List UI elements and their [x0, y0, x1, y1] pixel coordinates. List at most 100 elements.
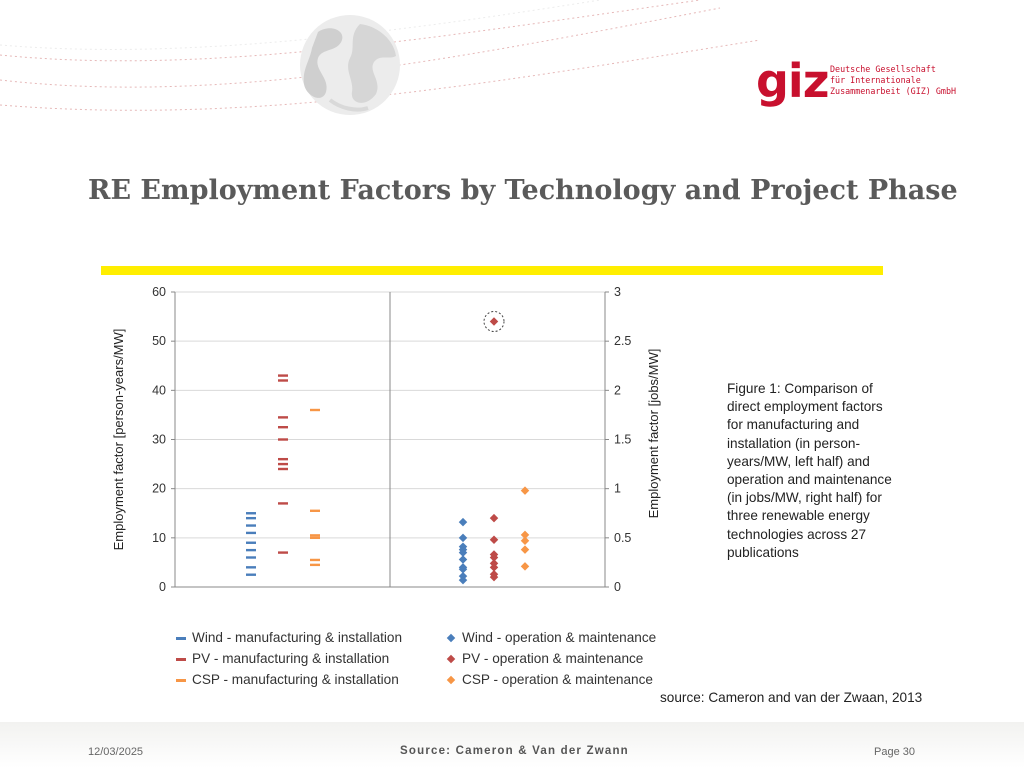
- y-axis-label-right: Employment factor [jobs/MW]: [646, 349, 661, 519]
- employment-factor-chart: 0 10 20 30 40 50 60 0 0.5 1 1.5 2 2.5 3 Employment fac…: [111, 285, 661, 594]
- data-point-dash: [278, 462, 288, 466]
- data-point-diamond: [458, 555, 468, 564]
- data-point-dash: [278, 374, 288, 377]
- data-point-dash: [310, 536, 320, 540]
- legend-marker: [176, 636, 186, 640]
- caption-line: Figure 1: Comparison of: [727, 381, 873, 396]
- caption-line: years/MW, left half) and: [727, 453, 870, 469]
- caption-line: three renewable energy: [727, 508, 870, 524]
- data-point-dash: [278, 467, 288, 471]
- data-point-dash: [278, 551, 288, 554]
- caption-line: operation and maintenance: [727, 472, 892, 488]
- legend-marker: [176, 678, 186, 682]
- data-point-diamond: [489, 535, 499, 545]
- legend-label: PV - operation & maintenance: [462, 651, 644, 666]
- legend-item-csp-manufacturing: CSP - manufacturing & installation: [176, 670, 399, 690]
- data-point-diamond: [489, 559, 499, 568]
- caption-line: installation (in person-: [727, 435, 860, 451]
- data-point-dash: [246, 531, 256, 535]
- chart-legend: Wind - manufacturing & installation PV -…: [176, 628, 736, 690]
- left-tick-label: 30: [152, 433, 166, 447]
- left-tick-label: 60: [152, 285, 166, 299]
- caption-line: direct employment factors: [727, 399, 883, 415]
- legend-marker: [446, 634, 456, 643]
- data-point-dash: [310, 509, 320, 512]
- data-point-dash: [246, 573, 256, 576]
- y-axis-label-left: Employment factor [person-years/MW]: [111, 329, 126, 551]
- legend-marker: [446, 655, 456, 664]
- header-decoration: [0, 0, 761, 115]
- legend-item-csp-operation: CSP - operation & maintenance: [446, 670, 653, 690]
- data-point-dash: [246, 512, 256, 515]
- data-point-dash: [278, 379, 288, 382]
- page-number: Page 30: [874, 746, 915, 758]
- left-tick-label: 40: [152, 383, 166, 397]
- data-point-dash: [278, 457, 288, 461]
- data-point-diamond: [458, 533, 468, 543]
- data-point-dash: [310, 558, 320, 562]
- right-tick-label: 2.5: [614, 334, 631, 348]
- globe-icon: [300, 15, 400, 115]
- footer-source: Source: Cameron & Van der Zwann: [400, 745, 629, 757]
- legend-item-pv-operation: PV - operation & maintenance: [446, 649, 643, 669]
- caption-line: for manufacturing and: [727, 417, 860, 433]
- caption-line: technologies across 27: [727, 526, 867, 542]
- right-tick-label: 2: [614, 383, 621, 397]
- left-tick-label: 0: [159, 580, 166, 594]
- right-tick-label: 0.5: [614, 531, 631, 545]
- legend-marker: [176, 657, 186, 661]
- data-point-dash: [310, 408, 320, 412]
- data-point-diamond: [489, 550, 499, 559]
- data-point-dash: [246, 566, 256, 569]
- left-tick-label: 20: [152, 482, 166, 496]
- data-point-diamond: [458, 571, 468, 581]
- figure-caption: Figure 1: Comparison of direct employmen…: [727, 380, 927, 562]
- right-tick-label: 0: [614, 580, 621, 594]
- legend-label: Wind - manufacturing & installation: [192, 630, 403, 645]
- data-point-dash: [278, 438, 288, 441]
- outlier-circle: [483, 311, 505, 332]
- data-point-diamond: [458, 517, 468, 527]
- legend-item-pv-manufacturing: PV - manufacturing & installation: [176, 649, 389, 669]
- legend-label: PV - manufacturing & installation: [192, 651, 390, 666]
- chart-source: source: Cameron and van der Zwaan, 2013: [660, 690, 923, 705]
- data-point-diamond: [489, 513, 499, 523]
- footer-band: [0, 722, 1024, 768]
- legend-item-wind-manufacturing: Wind - manufacturing & installation: [176, 628, 402, 648]
- data-point-dash: [278, 426, 288, 429]
- right-tick-label: 1.5: [614, 433, 631, 447]
- legend-item-wind-operation: Wind - operation & maintenance: [446, 628, 656, 648]
- logo-mark: giz: [756, 54, 829, 108]
- data-point-dash: [278, 502, 288, 505]
- data-point-dash: [278, 416, 288, 419]
- left-tick-label: 10: [152, 531, 166, 545]
- caption-line: publications: [727, 544, 799, 560]
- logo-text: Deutsche Gesellschaft für Internationale…: [830, 64, 957, 96]
- giz-logo: giz Deutsche Gesellschaft für Internatio…: [756, 58, 956, 108]
- legend-label: CSP - manufacturing & installation: [192, 672, 399, 687]
- data-point-dash: [246, 524, 256, 527]
- legend-marker: [446, 676, 456, 685]
- data-point-diamond: [520, 562, 530, 571]
- data-point-diamond: [458, 563, 468, 572]
- footer-date: 12/03/2025: [88, 746, 144, 758]
- data-point-diamond: [458, 542, 468, 551]
- page-title: RE Employment Factors by Technology and …: [88, 175, 958, 206]
- data-point-dash: [310, 534, 320, 537]
- legend-label: Wind - operation & maintenance: [462, 630, 657, 645]
- data-point-dash: [246, 541, 256, 544]
- left-tick-label: 50: [152, 334, 166, 348]
- highlight-bar: [101, 266, 883, 275]
- data-point-diamond: [520, 545, 530, 554]
- data-point-diamond: [489, 317, 499, 326]
- data-point-dash: [246, 548, 256, 552]
- data-point-dash: [246, 516, 256, 520]
- data-point-diamond: [520, 486, 530, 495]
- data-point-diamond: [520, 530, 530, 540]
- data-point-dash: [246, 556, 256, 559]
- caption-line: (in jobs/MW, right half) for: [727, 490, 882, 506]
- data-point-diamond: [489, 569, 499, 579]
- right-tick-label: 1: [614, 482, 621, 496]
- data-point-dash: [310, 563, 320, 567]
- legend-label: CSP - operation & maintenance: [462, 672, 653, 687]
